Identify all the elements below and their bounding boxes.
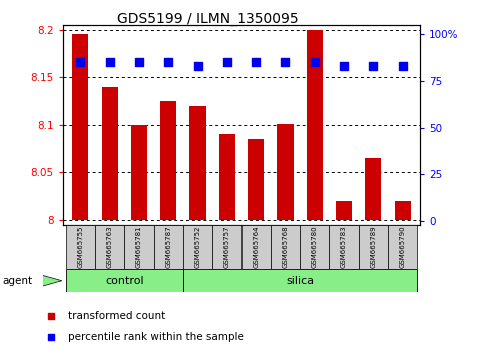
Bar: [307, 29, 323, 220]
Bar: [359, 225, 388, 269]
Text: GSM665752: GSM665752: [195, 226, 200, 268]
Bar: [212, 225, 242, 269]
Bar: [66, 269, 183, 292]
Bar: [95, 225, 124, 269]
Point: [340, 63, 348, 69]
Bar: [277, 124, 294, 220]
Bar: [329, 225, 359, 269]
Point: [76, 59, 84, 65]
Text: GSM665757: GSM665757: [224, 225, 230, 268]
Text: GSM665763: GSM665763: [107, 225, 113, 268]
Bar: [154, 225, 183, 269]
Point: [106, 59, 114, 65]
Point: [399, 63, 407, 69]
Polygon shape: [43, 275, 62, 286]
Bar: [72, 34, 88, 220]
Bar: [300, 225, 329, 269]
Text: GSM665764: GSM665764: [253, 225, 259, 268]
Bar: [248, 139, 264, 220]
Bar: [388, 225, 417, 269]
Bar: [189, 106, 206, 220]
Point: [194, 63, 201, 69]
Bar: [66, 225, 95, 269]
Text: silica: silica: [286, 275, 314, 286]
Bar: [183, 269, 417, 292]
Bar: [183, 225, 212, 269]
Point: [164, 59, 172, 65]
Text: GDS5199 / ILMN_1350095: GDS5199 / ILMN_1350095: [117, 12, 298, 27]
Bar: [395, 201, 411, 220]
Point: [363, 11, 371, 17]
Bar: [160, 101, 176, 220]
Bar: [271, 225, 300, 269]
Text: GSM665783: GSM665783: [341, 225, 347, 268]
Bar: [365, 158, 382, 220]
Bar: [131, 125, 147, 220]
Bar: [336, 201, 352, 220]
Point: [223, 59, 231, 65]
Point: [282, 59, 289, 65]
Text: control: control: [105, 275, 143, 286]
Text: GSM665789: GSM665789: [370, 225, 376, 268]
Point: [311, 59, 319, 65]
Text: GSM665787: GSM665787: [165, 225, 171, 268]
Bar: [219, 134, 235, 220]
Text: GSM665768: GSM665768: [283, 225, 288, 268]
Bar: [101, 87, 118, 220]
Text: GSM665790: GSM665790: [399, 225, 406, 268]
Bar: [242, 225, 271, 269]
Text: transformed count: transformed count: [69, 311, 166, 321]
Point: [363, 199, 371, 205]
Text: percentile rank within the sample: percentile rank within the sample: [69, 332, 244, 342]
Bar: [124, 225, 154, 269]
Text: GSM665781: GSM665781: [136, 225, 142, 268]
Point: [369, 63, 377, 69]
Point: [252, 59, 260, 65]
Text: agent: agent: [2, 276, 32, 286]
Text: GSM665755: GSM665755: [77, 226, 84, 268]
Point: [135, 59, 143, 65]
Text: GSM665780: GSM665780: [312, 225, 318, 268]
